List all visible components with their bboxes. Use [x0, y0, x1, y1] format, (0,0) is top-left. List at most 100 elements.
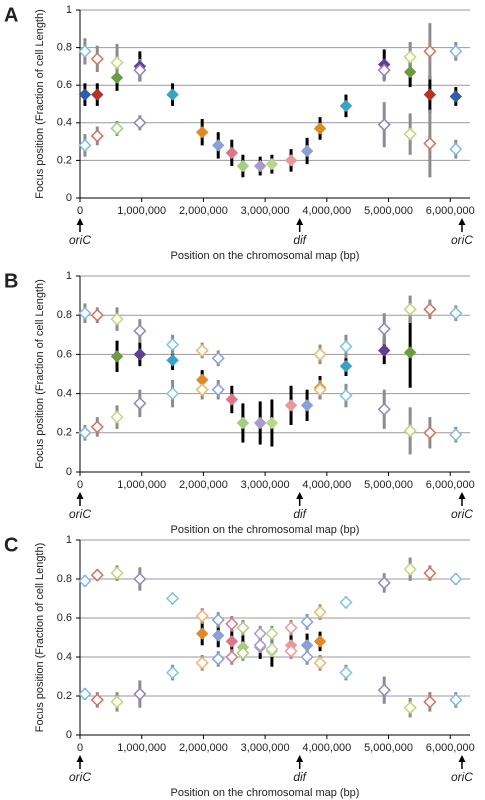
point [265, 157, 279, 171]
x-tick-label: 2,000,000 [179, 479, 228, 491]
x-tick-label: 6,000,000 [426, 479, 475, 491]
point [225, 617, 239, 631]
y-tick-label: 0.8 [57, 573, 72, 585]
point [110, 312, 124, 326]
annotation: oriC [69, 507, 91, 521]
point [300, 399, 314, 412]
y-tick-label: 0.4 [57, 651, 72, 663]
point [166, 387, 180, 401]
point [377, 576, 391, 590]
point [449, 142, 463, 156]
point [78, 426, 92, 440]
panel: B 0 0.2 0.4 0.6 0.8 1 0 1,000,000 2,000,000 3,000,… [4, 270, 475, 536]
point [300, 144, 314, 158]
point [166, 338, 180, 352]
y-tick-label: 0.2 [57, 427, 72, 439]
point [377, 402, 391, 416]
panel-label: B [4, 270, 18, 292]
point [253, 159, 267, 173]
point [211, 383, 225, 397]
point [90, 52, 104, 66]
point [403, 65, 417, 79]
point [449, 693, 463, 707]
x-tick-label: 6,000,000 [426, 742, 475, 754]
panel: C 0 0.2 0.4 0.6 0.8 1 0 1,000,000 2,000,000 3,000,… [4, 534, 475, 799]
x-tick-label: 5,000,000 [364, 479, 413, 491]
point [449, 428, 463, 442]
point [339, 666, 353, 680]
point [166, 666, 180, 680]
point [377, 118, 391, 132]
y-tick-label: 0.6 [57, 79, 72, 91]
y-tick-label: 1 [66, 534, 72, 546]
panel-label: A [4, 4, 18, 26]
point [265, 642, 279, 656]
point [423, 695, 437, 709]
y-tick-label: 0.6 [57, 612, 72, 624]
point [403, 346, 417, 359]
panel-label: C [4, 534, 18, 556]
point [403, 562, 417, 576]
arrow-head [76, 492, 84, 499]
point [133, 572, 147, 586]
point [212, 139, 225, 152]
x-tick-label: 1,000,000 [117, 742, 166, 754]
point [236, 621, 250, 635]
point [313, 635, 327, 648]
point [133, 348, 147, 361]
point [195, 383, 209, 397]
point [166, 88, 179, 101]
point [90, 308, 104, 322]
point [300, 650, 314, 664]
x-tick-label: 4,000,000 [302, 205, 351, 217]
point [90, 129, 104, 143]
x-tick-label: 0 [77, 205, 83, 217]
point [195, 656, 209, 670]
point [339, 595, 353, 609]
y-tick-label: 0 [66, 466, 72, 478]
point [211, 351, 225, 365]
y-axis-label: Focus position (Fraction of cell Length) [34, 543, 46, 733]
point [339, 99, 353, 113]
point [423, 88, 437, 101]
x-tick-label: 3,000,000 [241, 205, 290, 217]
point [403, 302, 417, 316]
point [110, 56, 124, 70]
x-tick-label: 3,000,000 [241, 479, 290, 491]
point [449, 306, 463, 320]
point [339, 339, 353, 354]
point [236, 646, 250, 660]
x-tick-label: 1,000,000 [117, 205, 166, 217]
point [110, 350, 124, 363]
point [133, 324, 147, 338]
point [284, 154, 298, 167]
point [449, 572, 463, 586]
point [110, 71, 124, 84]
point [265, 416, 279, 430]
x-axis-label: Position on the chromosomal map (bp) [171, 524, 360, 536]
y-axis-label: Focus position (Fraction of cell Length) [34, 9, 46, 199]
point [313, 383, 327, 397]
point [253, 627, 267, 641]
point [133, 116, 147, 130]
x-tick-label: 5,000,000 [364, 205, 413, 217]
x-tick-label: 2,000,000 [179, 205, 228, 217]
arrow-head [458, 755, 466, 762]
point [423, 426, 437, 440]
point [377, 63, 391, 77]
arrow-head [296, 492, 304, 499]
y-tick-label: 0 [66, 192, 72, 204]
point [313, 605, 327, 619]
x-tick-label: 0 [77, 479, 83, 491]
x-tick-label: 4,000,000 [302, 479, 351, 491]
point [449, 90, 463, 103]
point [313, 656, 327, 670]
y-tick-label: 0.6 [57, 348, 72, 360]
y-tick-label: 0.2 [57, 154, 72, 166]
arrow-head [296, 755, 304, 762]
x-tick-label: 4,000,000 [302, 742, 351, 754]
annotation: oriC [451, 233, 473, 247]
y-tick-label: 0.2 [57, 690, 72, 702]
x-tick-label: 2,000,000 [179, 742, 228, 754]
